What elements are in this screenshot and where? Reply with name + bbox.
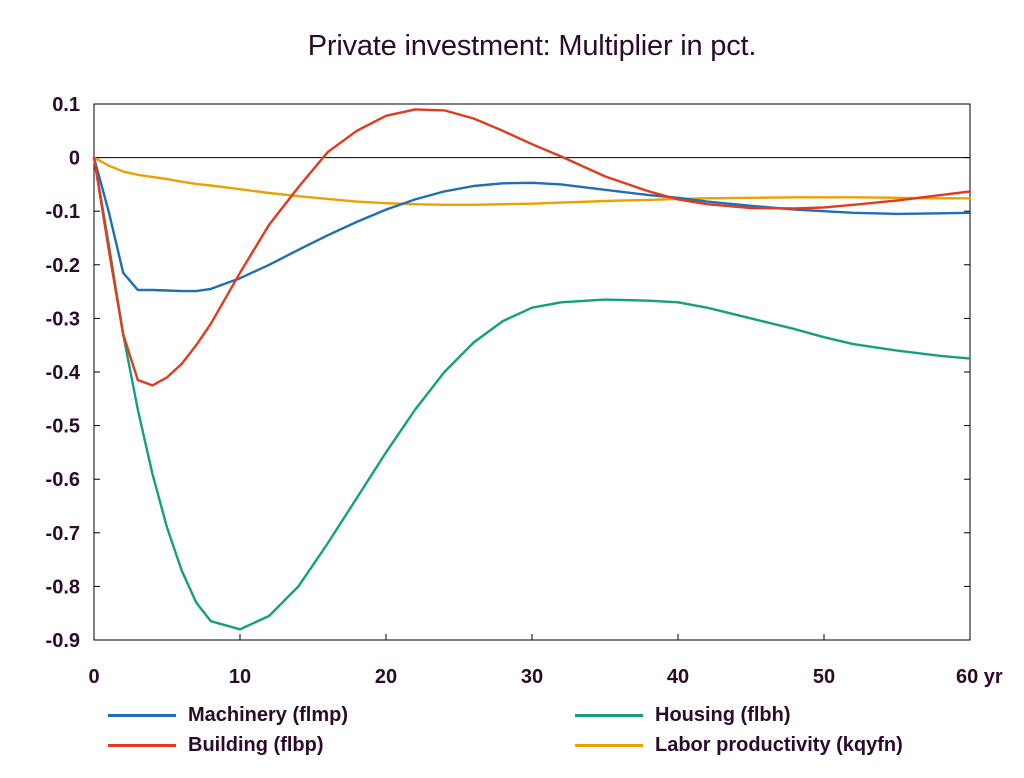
legend-label-housing: Housing (flbh) xyxy=(655,704,791,726)
y-tick-label: -0.4 xyxy=(46,362,81,384)
plot-border xyxy=(93,103,971,641)
y-tick-label: 0.1 xyxy=(52,94,80,116)
legend-label-building: Building (flbp) xyxy=(188,734,324,756)
legend-item-labor-productivity: Labor productivity (kqyfn) xyxy=(575,734,903,757)
plot-frame xyxy=(93,103,971,641)
y-axis: 0.1 0 -0.1 -0.2 -0.3 -0.4 -0.5 -0.6 -0.7 -0.8 -0.9 xyxy=(46,94,970,652)
series-labor-productivity-line xyxy=(92,156,972,207)
y-tick-label: -0.9 xyxy=(46,630,80,652)
y-tick-label: 0 xyxy=(69,148,80,170)
x-tick-label: 0 xyxy=(88,666,99,688)
legend-swatch-machinery xyxy=(108,714,176,717)
legend-label-machinery: Machinery (flmp) xyxy=(188,704,349,726)
x-tick-label: 30 xyxy=(521,666,543,688)
legend-swatch-building xyxy=(108,744,176,747)
y-tick-label: -0.6 xyxy=(46,469,80,491)
y-tick-label: -0.3 xyxy=(46,308,80,330)
legend-swatch-housing xyxy=(575,714,643,717)
x-tick-label: 20 xyxy=(375,666,397,688)
x-axis: 0 10 20 30 40 50 60 yr xyxy=(88,634,1003,688)
x-tick-label: 60 yr xyxy=(956,666,1003,688)
legend-item-machinery: Machinery (flmp) xyxy=(108,704,348,727)
legend-item-building: Building (flbp) xyxy=(108,734,324,757)
y-tick-label: -0.1 xyxy=(46,201,80,223)
series-housing-line xyxy=(92,156,972,631)
series-building-line xyxy=(92,108,972,387)
legend-swatch-labor-productivity xyxy=(575,744,643,747)
y-tick-label: -0.8 xyxy=(46,576,80,598)
y-tick-label: -0.7 xyxy=(46,523,80,545)
y-tick-label: -0.2 xyxy=(46,255,80,277)
y-tick-label: -0.5 xyxy=(46,416,80,438)
legend-label-labor-productivity: Labor productivity (kqyfn) xyxy=(655,734,903,756)
series-machinery-line xyxy=(92,156,972,293)
legend-item-housing: Housing (flbh) xyxy=(575,704,791,727)
x-tick-label: 40 xyxy=(667,666,689,688)
x-tick-label: 50 xyxy=(813,666,835,688)
series-lines xyxy=(92,108,972,631)
x-tick-label: 10 xyxy=(229,666,251,688)
chart-title: Private investment: Multiplier in pct. xyxy=(307,30,757,62)
